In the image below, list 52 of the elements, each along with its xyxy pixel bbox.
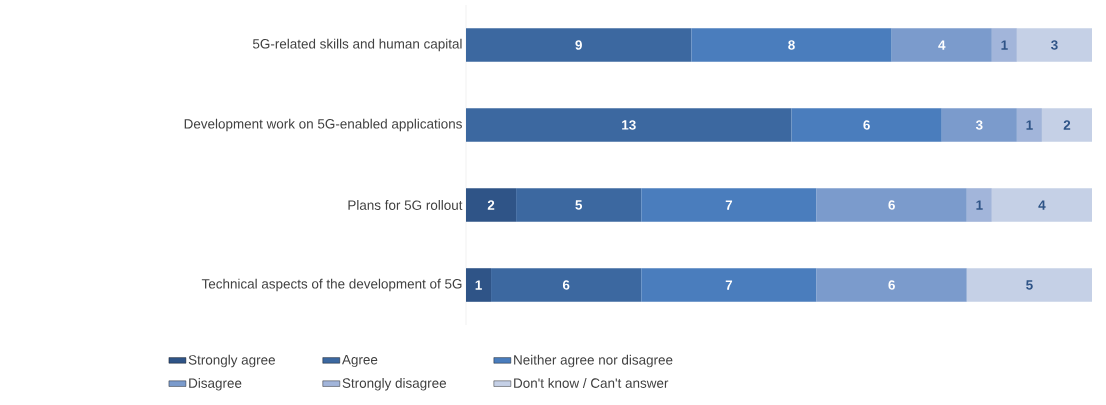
legend-label: Don't know / Can't answer <box>514 378 669 388</box>
bar <box>816 188 967 222</box>
data-label: 3 <box>1051 40 1058 50</box>
data-label: 6 <box>888 280 895 290</box>
bar <box>466 28 692 62</box>
data-label: 1 <box>475 280 482 290</box>
bar <box>466 188 517 222</box>
data-label: 5 <box>575 200 583 210</box>
bar <box>991 28 1017 62</box>
bar <box>691 28 892 62</box>
data-label: 3 <box>975 120 983 130</box>
data-label: 4 <box>1038 200 1046 210</box>
data-label: 1 <box>976 200 983 210</box>
data-label: 6 <box>863 120 870 130</box>
data-label: 8 <box>788 40 795 50</box>
data-label: 4 <box>938 40 946 50</box>
bar <box>1016 28 1093 62</box>
data-label: 2 <box>487 200 495 210</box>
bar <box>816 268 967 302</box>
legend-label: Agree <box>342 355 378 368</box>
data-label: 9 <box>575 40 582 50</box>
y-tick-label: Technical aspects of the development of 5G <box>201 278 462 292</box>
legend-label: Strongly agree <box>188 354 275 368</box>
bar <box>991 188 1093 222</box>
bar <box>966 188 992 222</box>
bar <box>516 188 642 222</box>
data-label: 7 <box>725 280 733 290</box>
data-label: 5 <box>1026 280 1033 290</box>
legend-label: Neither agree nor disagree <box>514 354 673 368</box>
bar <box>466 108 792 142</box>
data-label: 6 <box>562 280 570 290</box>
data-label: 13 <box>622 120 636 130</box>
bar <box>891 28 992 62</box>
data-label: 1 <box>1026 120 1033 130</box>
data-label: 1 <box>1001 40 1008 50</box>
bar <box>1041 108 1093 142</box>
bar <box>466 268 492 302</box>
bar <box>641 188 817 222</box>
bar <box>1016 108 1042 142</box>
legend-label: Strongly disagree <box>342 378 447 391</box>
y-tick-label: 5G-related skills and human capital <box>252 38 462 52</box>
bar <box>941 108 1017 142</box>
bar <box>966 268 1093 302</box>
data-label: 2 <box>1063 120 1071 130</box>
bar <box>641 268 817 302</box>
bar <box>491 268 642 302</box>
y-tick-label: Development work on 5G-enabled applications <box>184 118 462 132</box>
bar <box>791 108 942 142</box>
y-tick-label: Plans for 5G rollout <box>348 200 463 210</box>
data-label: 6 <box>888 200 895 210</box>
data-label: 7 <box>725 200 733 210</box>
legend-label: Disagree <box>189 378 242 391</box>
